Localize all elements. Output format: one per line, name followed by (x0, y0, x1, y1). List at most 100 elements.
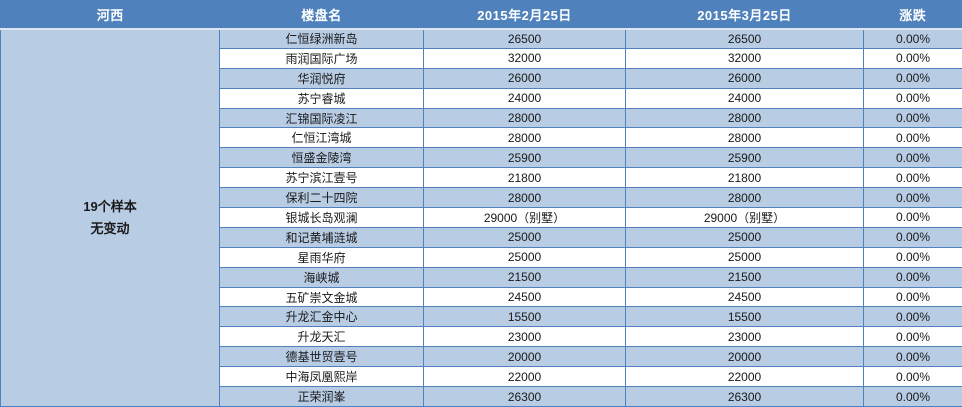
price-mar-cell: 21500 (625, 266, 864, 288)
change-cell: 0.00% (863, 87, 962, 109)
table-body: 19个样本 无变动 仁恒绿洲新岛 26500 26500 0.00% 雨润国际广场 32000… (0, 28, 962, 407)
change-cell: 0.00% (863, 28, 962, 49)
change-cell: 0.00% (863, 266, 962, 288)
price-feb-cell: 23000 (423, 326, 626, 348)
property-name-cell: 银城长岛观澜 (219, 207, 424, 228)
header-change: 涨跌 (863, 0, 962, 30)
change-cell: 0.00% (863, 147, 962, 169)
table-row: 银城长岛观澜 29000（别墅） 29000（别墅） 0.00% (1, 207, 962, 228)
price-feb-cell: 29000（别墅） (423, 207, 626, 228)
property-name-cell: 海峡城 (219, 266, 424, 288)
price-mar-cell: 26300 (625, 386, 864, 407)
table-row: 保利二十四院 28000 28000 0.00% (1, 187, 962, 209)
table-row: 恒盛金陵湾 25900 25900 0.00% (1, 147, 962, 169)
change-cell: 0.00% (863, 187, 962, 209)
price-mar-cell: 23000 (625, 326, 864, 348)
price-mar-cell: 26500 (625, 28, 864, 49)
property-name-cell: 华润悦府 (219, 67, 424, 89)
price-feb-cell: 24000 (423, 87, 626, 109)
property-name-cell: 和记黄埔涟城 (219, 226, 424, 248)
change-cell: 0.00% (863, 226, 962, 248)
price-mar-cell: 28000 (625, 107, 864, 129)
sample-summary-cell: 19个样本无变动 (0, 28, 220, 407)
price-feb-cell: 26300 (423, 386, 626, 407)
property-name-cell: 升龙天汇 (219, 326, 424, 348)
property-name-cell: 中海凤凰熙岸 (219, 366, 424, 388)
table-row: 仁恒江湾城 28000 28000 0.00% (1, 127, 962, 149)
price-feb-cell: 20000 (423, 346, 626, 368)
price-mar-cell: 20000 (625, 346, 864, 368)
property-name-cell: 苏宁睿城 (219, 87, 424, 109)
header-date-mar: 2015年3月25日 (625, 0, 864, 30)
change-cell: 0.00% (863, 167, 962, 189)
price-feb-cell: 25900 (423, 147, 626, 169)
table-row: 升龙天汇 23000 23000 0.00% (1, 326, 962, 348)
header-district: 河西 (0, 0, 220, 30)
price-feb-cell: 28000 (423, 127, 626, 149)
table-row: 五矿崇文金城 24500 24500 0.00% (1, 286, 962, 308)
price-mar-cell: 25000 (625, 226, 864, 248)
change-cell: 0.00% (863, 47, 962, 69)
table-row: 星雨华府 25000 25000 0.00% (1, 246, 962, 268)
price-feb-cell: 24500 (423, 286, 626, 308)
price-mar-cell: 28000 (625, 187, 864, 209)
sample-count-label: 19个样本 (83, 198, 137, 214)
table-row: 苏宁滨江壹号 21800 21800 0.00% (1, 167, 962, 189)
property-name-cell: 星雨华府 (219, 246, 424, 268)
price-feb-cell: 28000 (423, 107, 626, 129)
property-name-cell: 德基世贸壹号 (219, 346, 424, 368)
change-cell: 0.00% (863, 286, 962, 308)
header-date-feb: 2015年2月25日 (423, 0, 626, 30)
price-mar-cell: 15500 (625, 306, 864, 328)
price-mar-cell: 25000 (625, 246, 864, 268)
table-row: 汇锦国际凌江 28000 28000 0.00% (1, 107, 962, 129)
price-mar-cell: 24000 (625, 87, 864, 109)
property-name-cell: 苏宁滨江壹号 (219, 167, 424, 189)
change-cell: 0.00% (863, 366, 962, 388)
change-cell: 0.00% (863, 306, 962, 328)
price-feb-cell: 15500 (423, 306, 626, 328)
price-mar-cell: 32000 (625, 47, 864, 69)
price-feb-cell: 25000 (423, 226, 626, 248)
property-name-cell: 仁恒江湾城 (219, 127, 424, 149)
table-header: 河西 楼盘名 2015年2月25日 2015年3月25日 涨跌 (0, 0, 962, 30)
header-property: 楼盘名 (219, 0, 424, 30)
property-name-cell: 升龙汇金中心 (219, 306, 424, 328)
change-cell: 0.00% (863, 326, 962, 348)
price-feb-cell: 28000 (423, 187, 626, 209)
change-cell: 0.00% (863, 67, 962, 89)
price-mar-cell: 28000 (625, 127, 864, 149)
property-name-cell: 五矿崇文金城 (219, 286, 424, 308)
price-mar-cell: 22000 (625, 366, 864, 388)
price-feb-cell: 32000 (423, 47, 626, 69)
sample-change-status-label: 无变动 (90, 220, 130, 236)
property-name-cell: 汇锦国际凌江 (219, 107, 424, 129)
change-cell: 0.00% (863, 346, 962, 368)
change-cell: 0.00% (863, 386, 962, 407)
change-cell: 0.00% (863, 207, 962, 228)
change-cell: 0.00% (863, 107, 962, 129)
price-mar-cell: 26000 (625, 67, 864, 89)
price-feb-cell: 21800 (423, 167, 626, 189)
price-feb-cell: 22000 (423, 366, 626, 388)
header-row: 河西 楼盘名 2015年2月25日 2015年3月25日 涨跌 (0, 0, 962, 30)
table-row: 19个样本 无变动 仁恒绿洲新岛 26500 26500 0.00% (0, 28, 962, 407)
price-feb-cell: 25000 (423, 246, 626, 268)
property-name-cell: 仁恒绿洲新岛 (219, 28, 424, 49)
table-row: 苏宁睿城 24000 24000 0.00% (1, 87, 962, 109)
table-row: 升龙汇金中心 15500 15500 0.00% (1, 306, 962, 328)
price-mar-cell: 21800 (625, 167, 864, 189)
property-name-cell: 保利二十四院 (219, 187, 424, 209)
table-row: 中海凤凰熙岸 22000 22000 0.00% (1, 366, 962, 388)
price-feb-cell: 26000 (423, 67, 626, 89)
property-name-cell: 恒盛金陵湾 (219, 147, 424, 169)
table-row: 和记黄埔涟城 25000 25000 0.00% (1, 226, 962, 248)
price-mar-cell: 24500 (625, 286, 864, 308)
property-name-cell: 雨润国际广场 (219, 47, 424, 69)
table-row: 雨润国际广场 32000 32000 0.00% (1, 47, 962, 69)
price-feb-cell: 21500 (423, 266, 626, 288)
change-cell: 0.00% (863, 246, 962, 268)
price-mar-cell: 29000（别墅） (625, 207, 864, 228)
price-mar-cell: 25900 (625, 147, 864, 169)
